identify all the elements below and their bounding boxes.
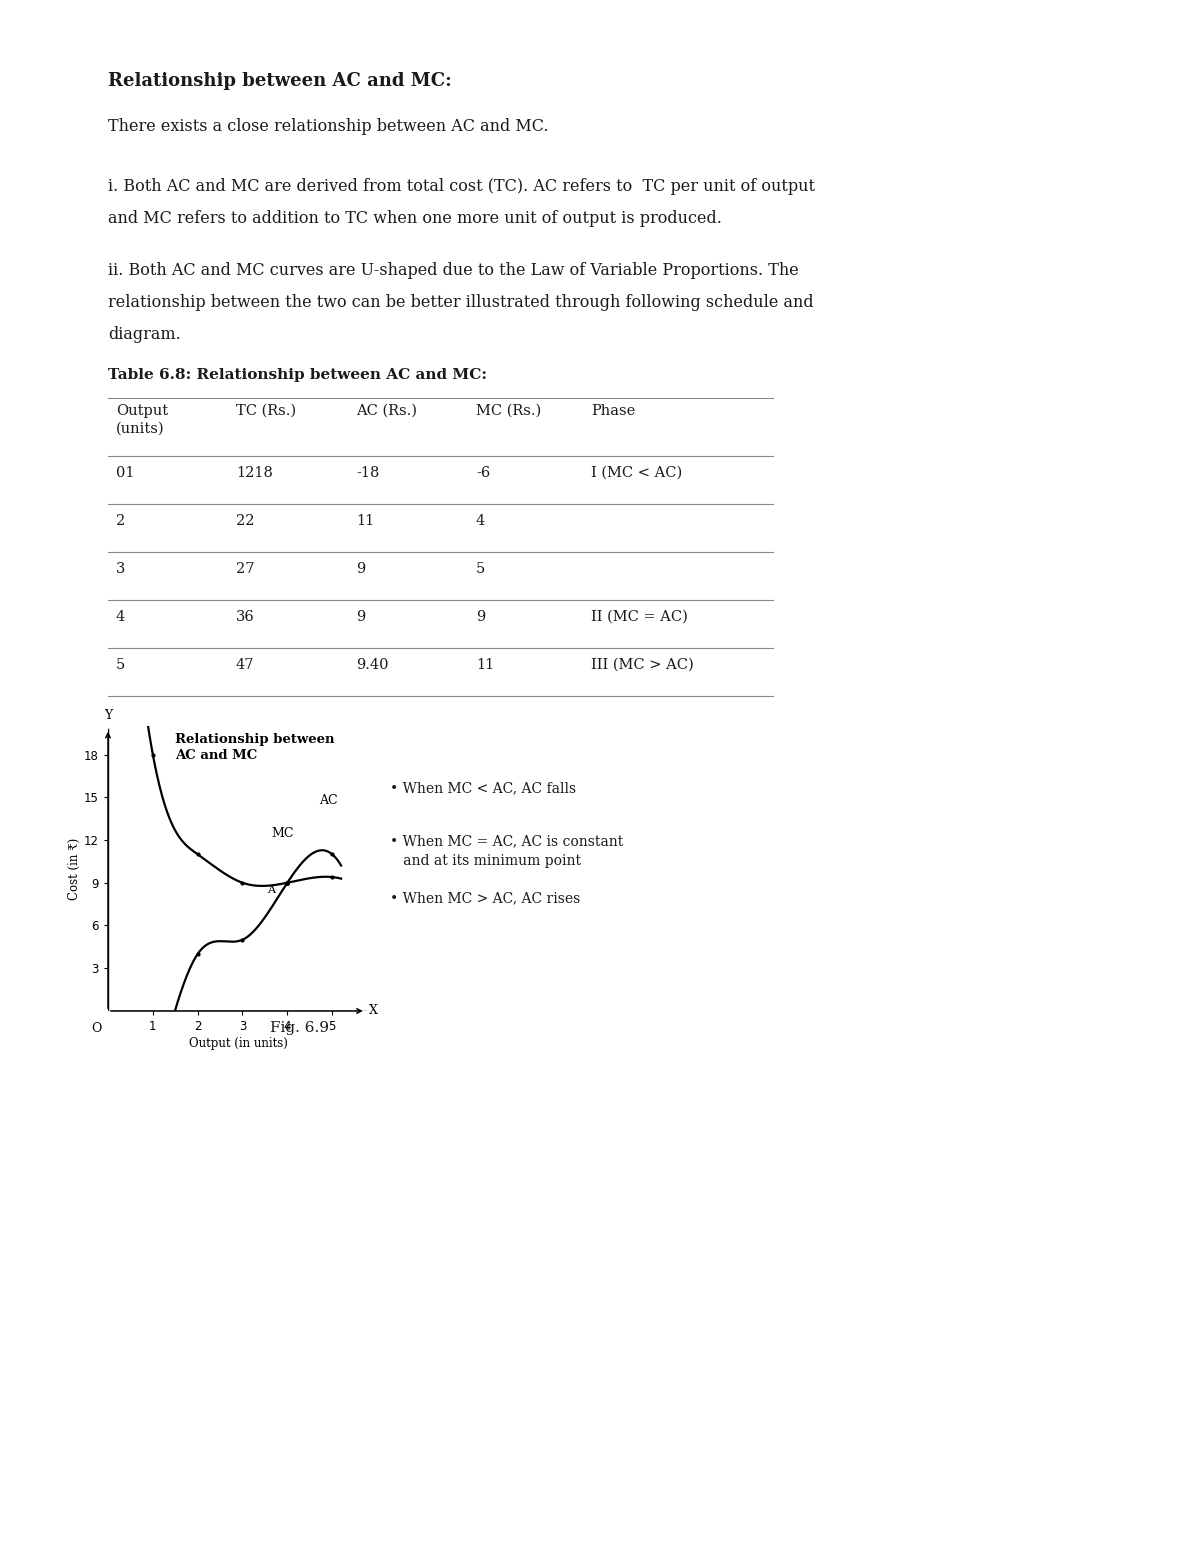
Text: 22: 22	[236, 514, 254, 528]
Text: 2: 2	[116, 514, 125, 528]
Text: 36: 36	[236, 610, 254, 624]
Text: 11: 11	[356, 514, 374, 528]
Text: 47: 47	[236, 658, 254, 672]
Text: and MC refers to addition to TC when one more unit of output is produced.: and MC refers to addition to TC when one…	[108, 210, 722, 227]
Text: X: X	[368, 1005, 378, 1017]
Text: Output: Output	[116, 404, 168, 418]
Text: diagram.: diagram.	[108, 326, 181, 343]
Text: A: A	[268, 885, 275, 895]
Text: Phase: Phase	[592, 404, 635, 418]
Text: II (MC = AC): II (MC = AC)	[592, 610, 688, 624]
Text: AC (Rs.): AC (Rs.)	[356, 404, 418, 418]
Text: 4: 4	[476, 514, 485, 528]
X-axis label: Output (in units): Output (in units)	[188, 1037, 288, 1050]
Text: 1218: 1218	[236, 466, 272, 480]
Text: I (MC < AC): I (MC < AC)	[592, 466, 683, 480]
Text: • When MC < AC, AC falls: • When MC < AC, AC falls	[390, 781, 576, 795]
Text: O: O	[91, 1022, 101, 1036]
Text: relationship between the two can be better illustrated through following schedul: relationship between the two can be bett…	[108, 294, 814, 311]
Text: MC: MC	[271, 828, 294, 840]
Text: Y: Y	[104, 708, 112, 722]
Text: TC (Rs.): TC (Rs.)	[236, 404, 296, 418]
Text: i. Both AC and MC are derived from total cost (TC). AC refers to  TC per unit of: i. Both AC and MC are derived from total…	[108, 179, 815, 196]
Text: 11: 11	[476, 658, 494, 672]
Text: 4: 4	[116, 610, 125, 624]
Text: 01: 01	[116, 466, 134, 480]
Text: • When MC > AC, AC rises: • When MC > AC, AC rises	[390, 891, 581, 905]
Text: -6: -6	[476, 466, 491, 480]
Text: 9.40: 9.40	[356, 658, 389, 672]
Text: 27: 27	[236, 562, 254, 576]
Text: Relationship between AC and MC:: Relationship between AC and MC:	[108, 71, 451, 90]
Text: AC: AC	[319, 795, 337, 808]
Y-axis label: Cost (in ₹): Cost (in ₹)	[68, 837, 82, 899]
Text: -18: -18	[356, 466, 379, 480]
Text: Table 6.8: Relationship between AC and MC:: Table 6.8: Relationship between AC and M…	[108, 368, 487, 382]
Text: Relationship between
AC and MC: Relationship between AC and MC	[175, 733, 335, 763]
Text: (units): (units)	[116, 422, 164, 436]
Text: 9: 9	[356, 562, 365, 576]
Text: 3: 3	[116, 562, 125, 576]
Text: 5: 5	[476, 562, 485, 576]
Text: • When MC = AC, AC is constant: • When MC = AC, AC is constant	[390, 834, 623, 848]
Text: 5: 5	[116, 658, 125, 672]
Text: MC (Rs.): MC (Rs.)	[476, 404, 541, 418]
Text: 9: 9	[356, 610, 365, 624]
Text: Fig. 6.9: Fig. 6.9	[270, 1020, 330, 1034]
Text: ii. Both AC and MC curves are U-shaped due to the Law of Variable Proportions. T: ii. Both AC and MC curves are U-shaped d…	[108, 262, 799, 280]
Text: and at its minimum point: and at its minimum point	[390, 854, 581, 868]
Text: 9: 9	[476, 610, 485, 624]
Text: There exists a close relationship between AC and MC.: There exists a close relationship betwee…	[108, 118, 548, 135]
Text: III (MC > AC): III (MC > AC)	[592, 658, 694, 672]
